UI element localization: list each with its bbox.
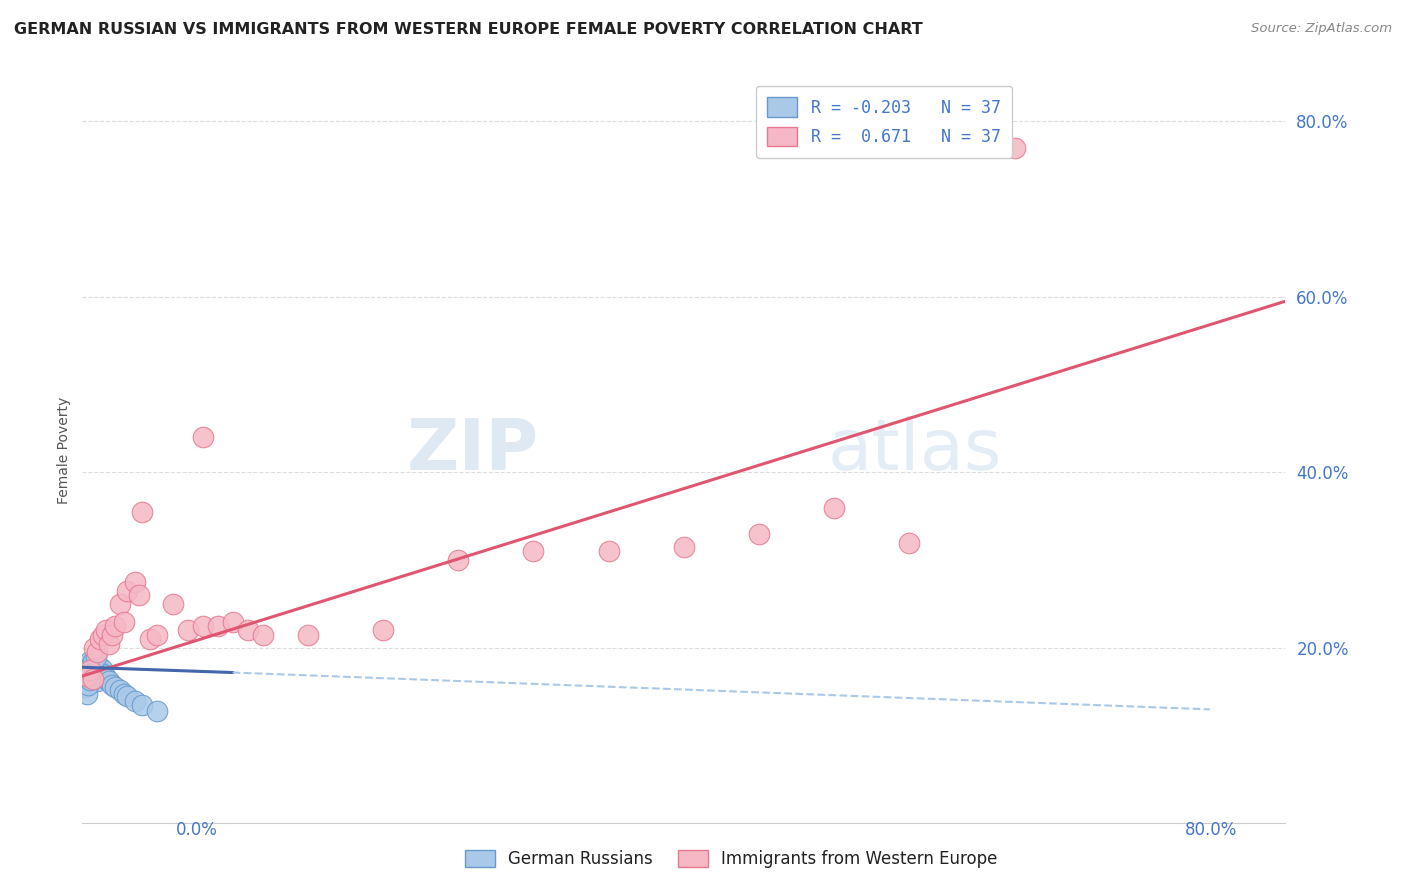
Point <box>191 430 214 444</box>
Point <box>94 669 117 683</box>
Point <box>236 624 259 638</box>
Point <box>748 526 770 541</box>
Point <box>252 628 274 642</box>
Point <box>87 660 110 674</box>
Point <box>89 632 111 647</box>
Text: GERMAN RUSSIAN VS IMMIGRANTS FROM WESTERN EUROPE FEMALE POVERTY CORRELATION CHAR: GERMAN RUSSIAN VS IMMIGRANTS FROM WESTER… <box>14 22 922 37</box>
Text: atlas: atlas <box>828 416 1002 485</box>
Point <box>146 628 169 642</box>
Point <box>76 687 98 701</box>
Point <box>297 628 319 642</box>
Point <box>82 672 104 686</box>
Point <box>86 674 108 689</box>
Point <box>84 649 107 664</box>
Point <box>80 658 103 673</box>
Point <box>207 619 229 633</box>
Point <box>131 505 153 519</box>
Point <box>93 667 115 681</box>
Point <box>90 662 112 676</box>
Point <box>96 672 118 686</box>
Point <box>75 681 97 695</box>
Point <box>76 676 98 690</box>
Point <box>84 658 107 673</box>
Point <box>96 624 118 638</box>
Point <box>108 597 131 611</box>
Point <box>93 628 115 642</box>
Legend: German Russians, Immigrants from Western Europe: German Russians, Immigrants from Western… <box>458 843 1004 875</box>
Text: ZIP: ZIP <box>408 416 540 485</box>
Point <box>101 628 124 642</box>
Point <box>131 698 153 712</box>
Point <box>191 619 214 633</box>
Point <box>80 665 103 680</box>
Legend: R = -0.203   N = 37, R =  0.671   N = 37: R = -0.203 N = 37, R = 0.671 N = 37 <box>755 86 1012 158</box>
Point <box>77 672 100 686</box>
Point <box>87 669 110 683</box>
Point <box>101 678 124 692</box>
Point <box>83 640 105 655</box>
Point <box>221 615 243 629</box>
Point <box>84 667 107 681</box>
Point <box>86 645 108 659</box>
Point <box>79 667 101 681</box>
Point <box>112 687 135 701</box>
Text: 80.0%: 80.0% <box>1185 821 1237 838</box>
Point <box>83 663 105 677</box>
Point <box>79 654 101 668</box>
Point <box>77 678 100 692</box>
Point <box>162 597 184 611</box>
Point <box>83 672 105 686</box>
Point <box>82 654 104 668</box>
Point <box>176 624 198 638</box>
Point <box>124 575 146 590</box>
Point <box>139 632 162 647</box>
Point <box>117 583 139 598</box>
Point <box>79 673 101 688</box>
Point <box>112 615 135 629</box>
Point <box>98 674 121 689</box>
Point <box>1004 141 1026 155</box>
Point <box>108 683 131 698</box>
Point <box>98 636 121 650</box>
Point <box>371 624 394 638</box>
Point <box>598 544 620 558</box>
Point <box>82 660 104 674</box>
Point <box>146 704 169 718</box>
Y-axis label: Female Poverty: Female Poverty <box>58 397 72 504</box>
Point <box>89 664 111 678</box>
Point <box>124 693 146 707</box>
Point <box>898 535 921 549</box>
Point <box>128 588 150 602</box>
Point <box>76 669 98 683</box>
Point <box>82 669 104 683</box>
Point <box>672 540 695 554</box>
Text: 0.0%: 0.0% <box>176 821 218 838</box>
Point <box>86 665 108 680</box>
Point <box>522 544 544 558</box>
Point <box>447 553 470 567</box>
Point <box>823 500 845 515</box>
Point <box>104 619 127 633</box>
Point <box>117 690 139 704</box>
Point <box>104 681 127 695</box>
Point <box>79 663 101 677</box>
Point <box>77 663 100 677</box>
Text: Source: ZipAtlas.com: Source: ZipAtlas.com <box>1251 22 1392 36</box>
